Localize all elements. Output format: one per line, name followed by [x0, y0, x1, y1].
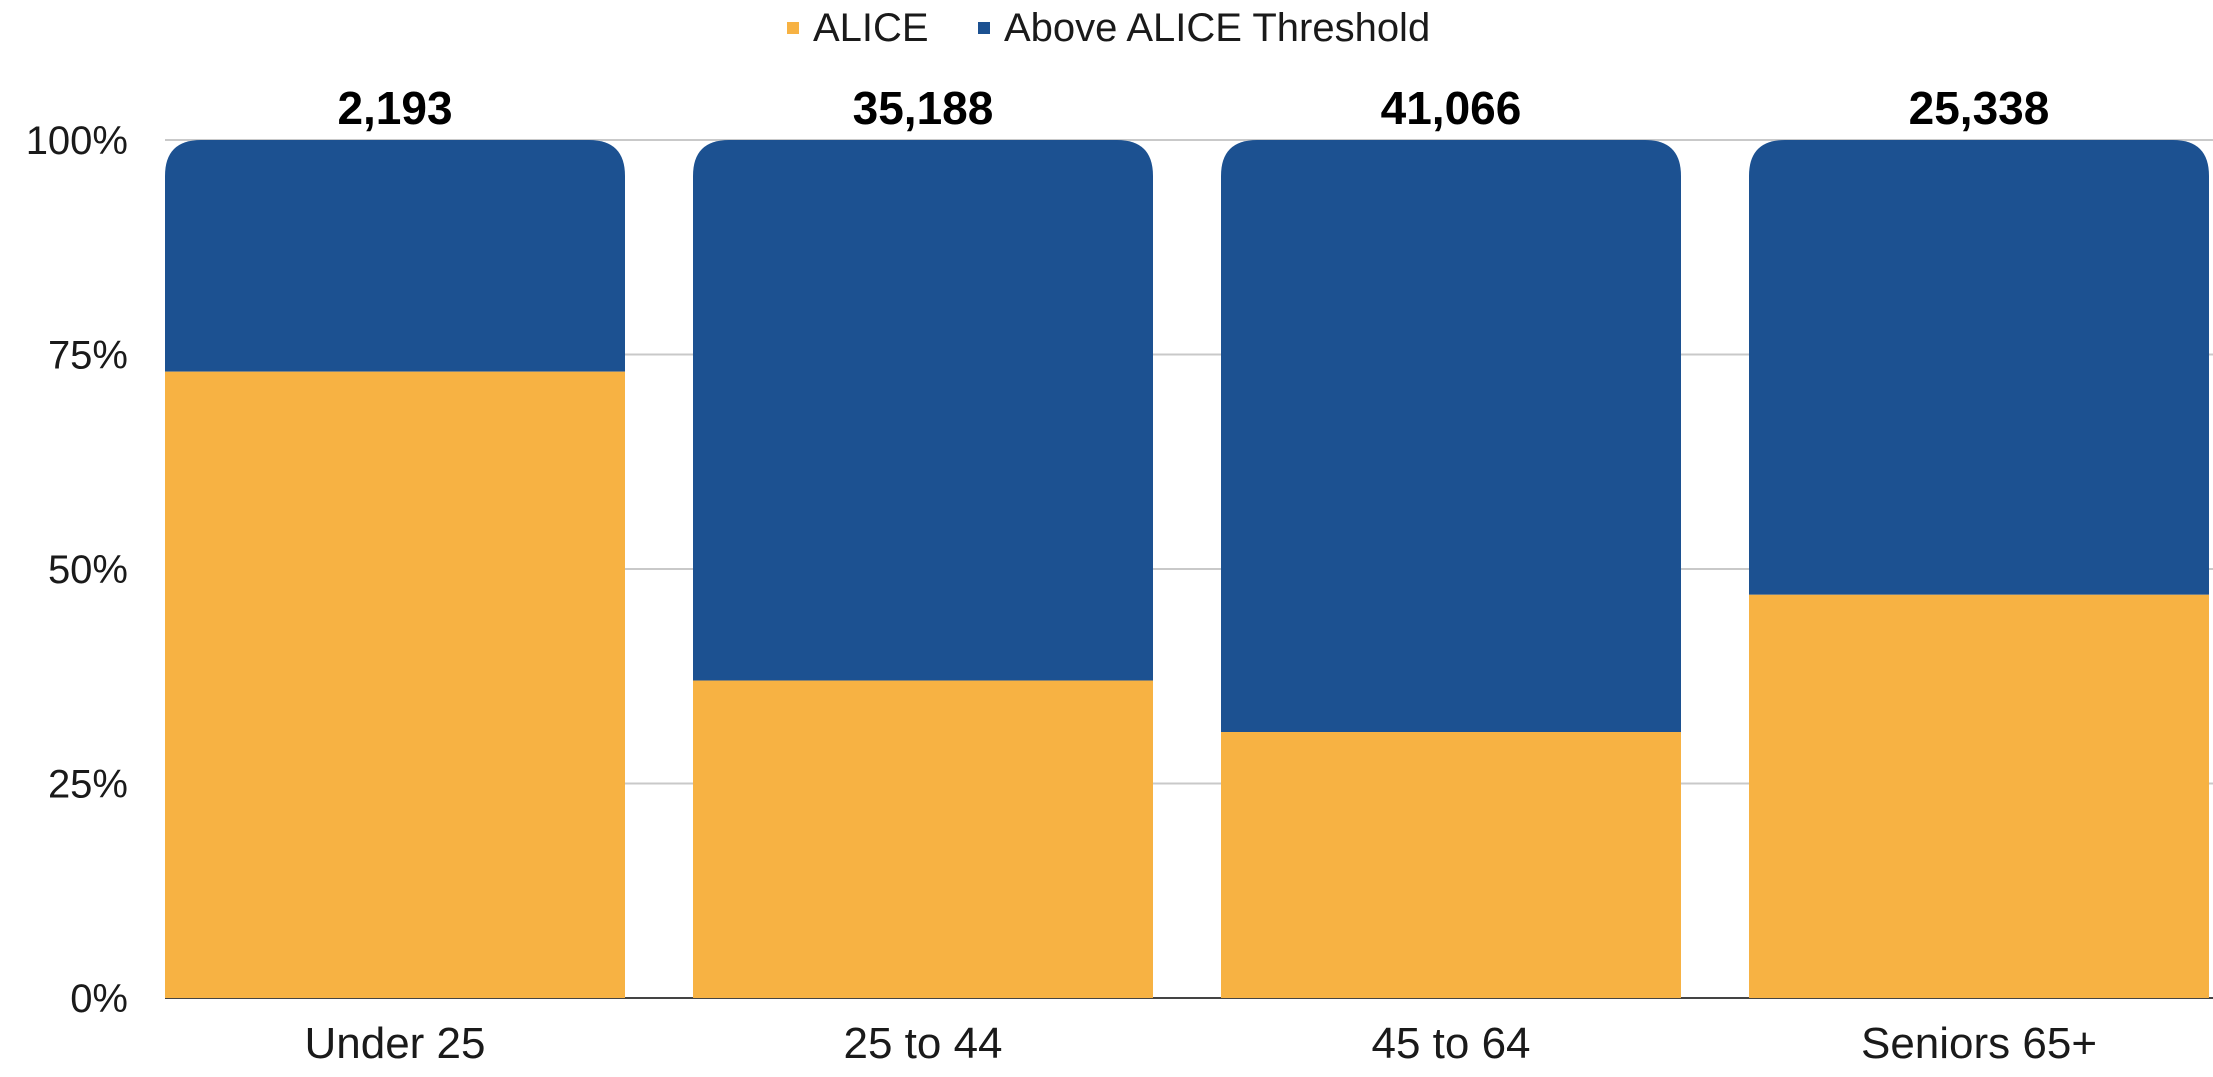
x-tick-label: 45 to 64	[1371, 1019, 1530, 1068]
bar-segment-alice	[165, 371, 625, 998]
legend-swatch	[978, 22, 990, 34]
y-tick-label: 0%	[70, 977, 128, 1021]
bar-totals: 2,193 35,188 41,066 25,338	[337, 82, 2049, 134]
y-tick-label: 25%	[48, 763, 128, 807]
bar-total-label: 35,188	[853, 82, 994, 134]
bar-segment-alice	[693, 680, 1153, 998]
bar-segment-above-alice	[1749, 140, 2209, 595]
legend-label: ALICE	[813, 6, 929, 50]
bars	[165, 140, 2209, 998]
bar-segment-above-alice	[693, 140, 1153, 681]
bar-segment-alice	[1749, 594, 2209, 998]
x-tick-label: 25 to 44	[843, 1019, 1002, 1068]
x-tick-label: Seniors 65+	[1861, 1019, 2097, 1068]
y-tick-label: 75%	[48, 334, 128, 378]
legend: ALICE Above ALICE Threshold	[787, 6, 1430, 50]
x-axis: Under 25 25 to 44 45 to 64 Seniors 65+	[304, 1019, 2097, 1068]
bar-total-label: 2,193	[337, 82, 452, 134]
y-tick-label: 50%	[48, 548, 128, 592]
bar-segment-above-alice	[165, 140, 625, 372]
bar-total-label: 25,338	[1909, 82, 2050, 134]
legend-label: Above ALICE Threshold	[1004, 6, 1430, 50]
bar-segment-alice	[1221, 732, 1681, 998]
bar-segment-above-alice	[1221, 140, 1681, 733]
legend-swatch	[787, 22, 799, 34]
y-axis: 0% 25% 50% 75% 100%	[26, 119, 2213, 1021]
x-tick-label: Under 25	[304, 1019, 485, 1068]
bar-total-label: 41,066	[1381, 82, 1522, 134]
y-tick-label: 100%	[26, 119, 128, 163]
